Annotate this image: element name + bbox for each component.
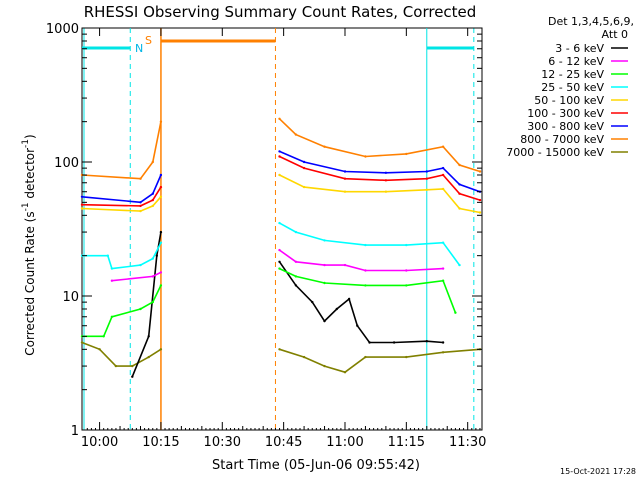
x-tick-label-5: 11:15	[388, 435, 425, 450]
y-tick-label-0: 1	[71, 424, 79, 439]
y-tick-label-1: 10	[62, 290, 79, 305]
x-tick-label-0: 10:00	[81, 435, 118, 450]
series-line-4-0	[81, 196, 162, 212]
series-line-4-1	[279, 174, 481, 214]
timestamp: 15-Oct-2021 17:28	[560, 467, 636, 476]
series-line-5-1	[279, 155, 481, 201]
legend-label-1: 6 - 12 keV	[548, 55, 604, 68]
series-line-5-0	[81, 186, 162, 207]
legend-title-line2: Att 0	[602, 28, 628, 41]
series-line-2-1	[279, 267, 457, 313]
legend-label-4: 50 - 100 keV	[534, 94, 604, 107]
legend-label-3: 25 - 50 keV	[541, 81, 604, 94]
series-line-3-0	[82, 242, 162, 270]
y-tick-label-3: 1000	[46, 22, 79, 37]
series-7	[80, 117, 482, 180]
series-line-2-0	[82, 285, 162, 338]
x-tick-label-6: 11:30	[449, 435, 486, 450]
legend-title-line1: Det 1,3,4,5,6,9,	[548, 15, 634, 28]
series-line-1-1	[279, 249, 444, 272]
flag-markers	[82, 28, 475, 430]
x-tick-label-2: 10:30	[204, 435, 241, 450]
series-line-8-0	[81, 341, 162, 367]
series-layer	[80, 117, 482, 378]
series-line-3-1	[279, 222, 461, 266]
series-8	[80, 341, 482, 374]
y-tick-label-2: 100	[54, 156, 79, 171]
series-1	[110, 248, 445, 282]
y-axis-label-sup1: -1	[21, 202, 31, 211]
x-axis-label: Start Time (05-Jun-06 09:55:42)	[212, 458, 420, 473]
y-axis-label-main: Corrected Count Rate (s	[23, 211, 37, 355]
y-axis-label: Corrected Count Rate (s-1 detector-1)	[21, 134, 37, 355]
series-line-0-0	[131, 231, 162, 378]
plot-frame	[81, 27, 483, 431]
series-line-7-1	[278, 118, 481, 173]
axes-layer: 10:00 10:15 10:30 10:45 11:00 11:15 11:30 1 10 10…	[46, 22, 487, 450]
series-line-6-0	[81, 174, 162, 204]
night-flag-label: N	[135, 42, 143, 55]
series-4	[80, 173, 482, 214]
chart-title: RHESSI Observing Summary Count Rates, Co…	[84, 3, 477, 21]
saa-flag-label: S	[145, 34, 152, 47]
series-6	[80, 150, 482, 204]
series-line-6-1	[279, 150, 481, 193]
legend-label-0: 3 - 6 keV	[555, 42, 604, 55]
legend-label-6: 300 - 800 keV	[527, 120, 604, 133]
y-axis-label-mid: detector	[23, 148, 37, 203]
series-2	[80, 267, 457, 338]
series-0	[131, 230, 445, 378]
series-3	[80, 221, 461, 270]
y-axis-label-end: )	[23, 134, 37, 139]
series-line-1-0	[111, 271, 162, 282]
legend-label-7: 800 - 7000 keV	[520, 133, 604, 146]
x-tick-label-3: 10:45	[265, 435, 302, 450]
y-axis-label-sup2: -1	[21, 139, 31, 148]
plot-border	[81, 27, 483, 431]
series-line-7-0	[81, 121, 162, 180]
series-5	[80, 155, 482, 208]
legend-label-5: 100 - 300 keV	[527, 107, 604, 120]
series-line-8-1	[279, 348, 481, 374]
series-line-0-1	[278, 261, 444, 344]
x-tick-label-1: 10:15	[142, 435, 179, 450]
x-tick-label-4: 11:00	[326, 435, 363, 450]
legend-label-8: 7000 - 15000 keV	[506, 146, 604, 159]
legend-label-2: 12 - 25 keV	[541, 68, 604, 81]
